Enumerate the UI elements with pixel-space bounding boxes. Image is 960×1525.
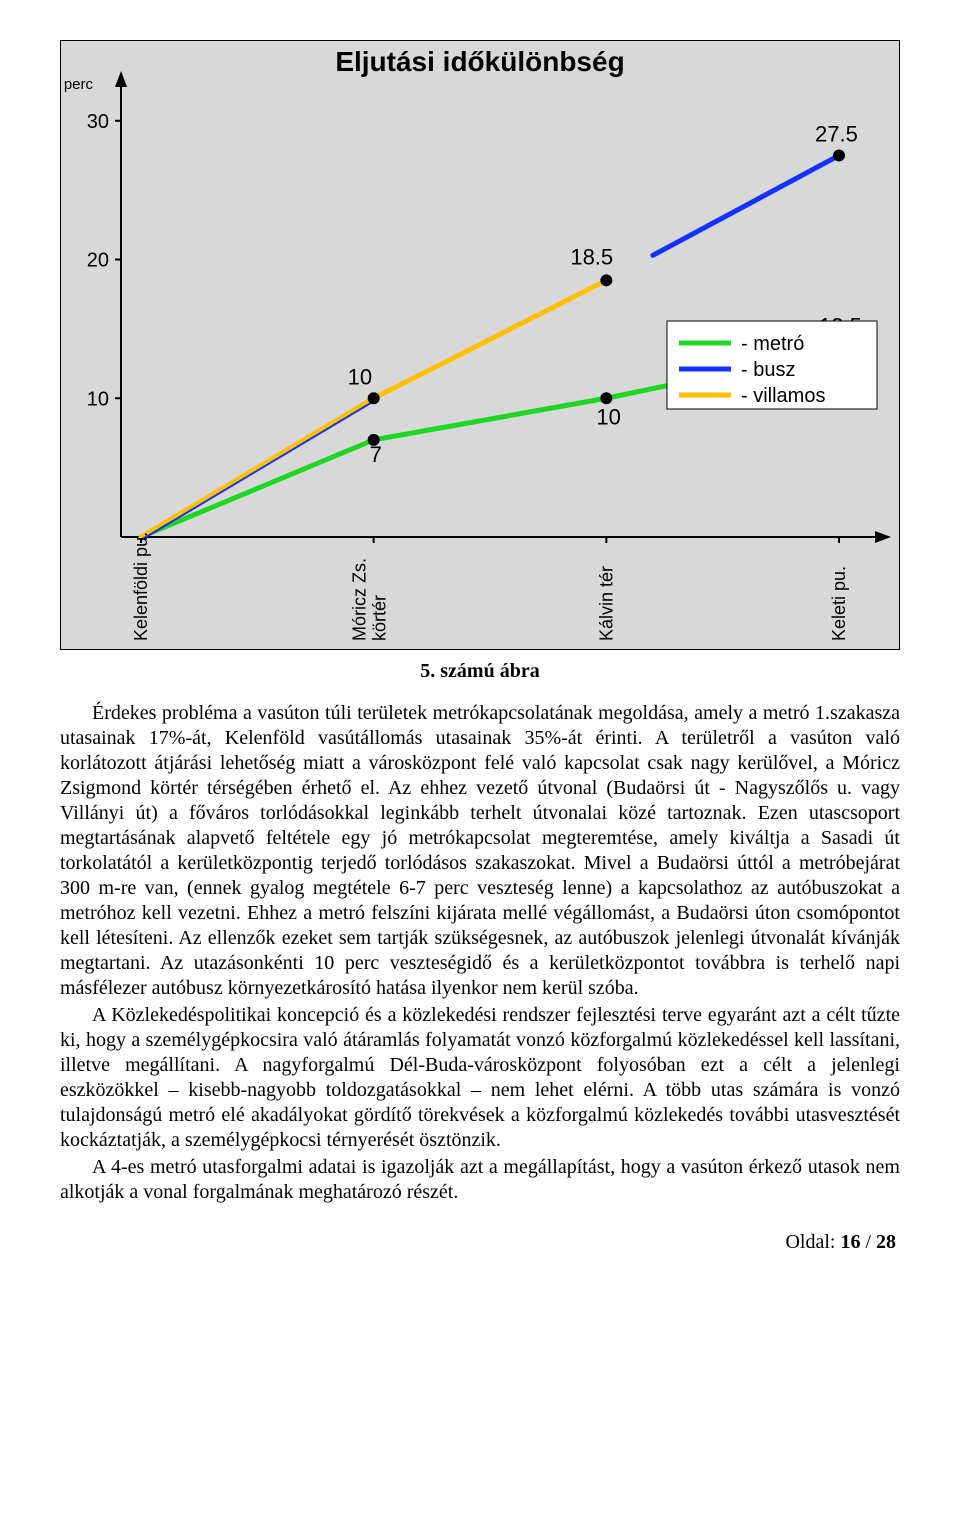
- legend-metro-label: - metró: [741, 333, 804, 355]
- point-label: 10: [348, 364, 372, 389]
- footer-sep: /: [860, 1231, 876, 1253]
- page-footer: Oldal: 16 / 28: [60, 1231, 900, 1254]
- paragraph: A Közlekedéspolitikai koncepció és a köz…: [60, 1003, 900, 1153]
- chart-svg: Eljutási időkülönbség perc 10 20 30 10 7 18.5 10…: [61, 41, 899, 649]
- x-category-label: Kelenföldi pu.: [131, 532, 151, 641]
- marker-busz: [833, 149, 845, 161]
- y-axis-label: perc: [64, 76, 94, 93]
- y-tick-label: 20: [87, 250, 109, 272]
- legend-busz-label: - busz: [741, 359, 795, 381]
- y-tick-label: 10: [87, 388, 109, 410]
- point-label: 10: [596, 404, 620, 429]
- footer-page: 16: [840, 1231, 860, 1253]
- marker-villamos: [368, 392, 380, 404]
- footer-total: 28: [876, 1231, 896, 1253]
- marker-villamos: [600, 274, 612, 286]
- point-label: 7: [370, 442, 382, 467]
- x-category-label: Kálvin tér: [596, 566, 616, 641]
- x-category-label: Keleti pu.: [829, 566, 849, 641]
- x-category-label: körtér: [370, 595, 390, 641]
- body-text: Érdekes probléma a vasúton túli területe…: [60, 701, 900, 1205]
- legend-villamos-label: - villamos: [741, 385, 825, 407]
- point-label: 18.5: [570, 244, 613, 269]
- chart-container: Eljutási időkülönbség perc 10 20 30 10 7 18.5 10…: [60, 40, 900, 650]
- figure-caption: 5. számú ábra: [60, 660, 900, 683]
- footer-prefix: Oldal:: [785, 1231, 840, 1253]
- x-category-label: Móricz Zs.: [350, 558, 370, 641]
- chart-title: Eljutási időkülönbség: [335, 46, 624, 77]
- point-label: 27.5: [815, 121, 858, 146]
- paragraph: A 4-es metró utasforgalmi adatai is igaz…: [60, 1155, 900, 1205]
- y-tick-label: 30: [87, 111, 109, 133]
- marker-metro: [600, 392, 612, 404]
- paragraph: Érdekes probléma a vasúton túli területe…: [60, 701, 900, 1001]
